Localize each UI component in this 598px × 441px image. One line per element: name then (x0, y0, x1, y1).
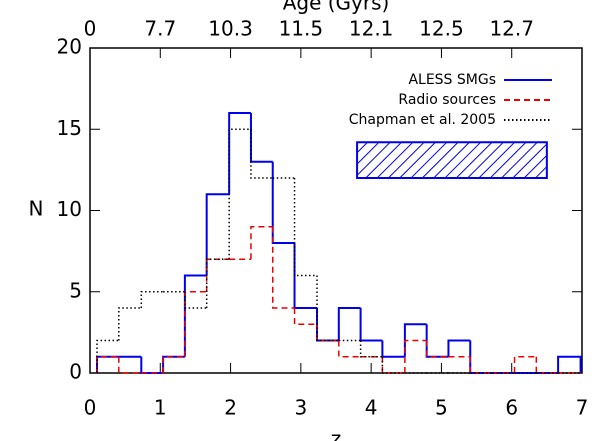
hist-step (184, 291, 207, 357)
hist-step (96, 339, 119, 373)
top-x-tick-label: 0 (84, 17, 97, 41)
hist-step (96, 356, 119, 373)
hist-step (316, 275, 339, 342)
legend-label: Chapman et al. 2005 (349, 112, 496, 128)
hist-step (381, 356, 405, 374)
hist-step (118, 307, 142, 341)
hist-step (403, 323, 427, 357)
hist-step (469, 340, 493, 374)
x-tick-label: 7 (576, 396, 589, 420)
hist-step (96, 355, 119, 373)
hist-step (118, 356, 142, 374)
hist-step (359, 340, 383, 358)
hist-step (250, 226, 273, 260)
hist-step (162, 355, 185, 373)
hist-step (557, 355, 582, 373)
legend-label: Radio sources (398, 92, 496, 108)
x-tick-label: 3 (294, 396, 307, 420)
y-tick-label: 20 (57, 35, 82, 59)
hist-step (337, 307, 361, 341)
hist-step (381, 340, 405, 358)
top-x-tick-label: 12.5 (419, 17, 464, 41)
top-x-tick-label: 7.7 (144, 17, 176, 41)
hist-step (205, 193, 230, 276)
hist-step (184, 291, 207, 309)
hist-step (249, 113, 273, 163)
hist-step (162, 356, 185, 373)
hist-step (359, 308, 383, 342)
hist-step (316, 324, 339, 342)
top-x-tick-label: 12.1 (349, 17, 394, 41)
x-tick-label: 2 (224, 396, 237, 420)
y-tick-label: 5 (69, 278, 82, 302)
hist-step (293, 178, 318, 277)
x-tick-label: 4 (365, 396, 378, 420)
hist-step (271, 161, 295, 244)
y-tick-label: 10 (57, 197, 82, 221)
top-x-tick-label: 10.3 (208, 17, 253, 41)
hist-step (140, 291, 164, 308)
x-tick-label: 0 (84, 396, 97, 420)
hist-step (228, 128, 251, 260)
y-tick-label: 0 (69, 360, 82, 384)
hist-step (338, 340, 361, 358)
hist-step (535, 356, 559, 374)
plot-frame (89, 47, 583, 374)
y-tick-label: 15 (57, 116, 82, 140)
top-axis-title: Age (Gyrs) (283, 0, 390, 15)
hist-step (469, 356, 493, 374)
hist-step (205, 258, 230, 308)
hist-step (513, 356, 537, 373)
hist-step (316, 308, 339, 342)
hist-step (425, 340, 449, 358)
hist-step (293, 308, 318, 325)
hist-step (381, 356, 405, 374)
hist-step (228, 112, 251, 195)
x-tick-label: 6 (505, 396, 518, 420)
legend-label: ALESS SMGs (408, 72, 496, 88)
hist-step (404, 339, 427, 373)
hist-step (183, 274, 207, 357)
hist-step (447, 339, 471, 357)
hist-step (250, 129, 273, 179)
y-axis-title: N (29, 197, 44, 221)
x-axis-title: z (331, 427, 342, 441)
hist-step (271, 226, 295, 309)
hist-step (425, 324, 449, 358)
hist-step (205, 258, 230, 292)
top-x-tick-label: 12.7 (489, 17, 534, 41)
error-box (356, 141, 548, 179)
top-x-tick-label: 11.5 (279, 17, 324, 41)
x-tick-label: 5 (435, 396, 448, 420)
x-tick-label: 1 (154, 396, 167, 420)
